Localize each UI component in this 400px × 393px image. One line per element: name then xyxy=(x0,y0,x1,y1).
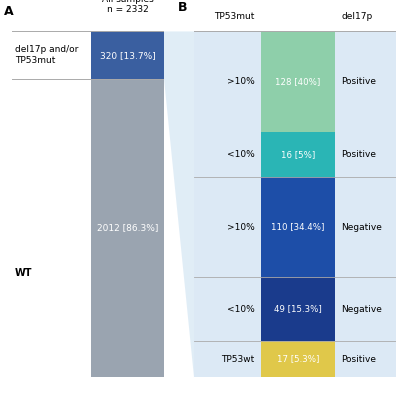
Bar xyxy=(261,341,335,377)
Bar xyxy=(261,132,335,177)
Text: >10%: >10% xyxy=(227,77,255,86)
Text: >10%: >10% xyxy=(227,222,255,231)
Bar xyxy=(261,277,335,341)
Text: <10%: <10% xyxy=(227,305,255,314)
Bar xyxy=(91,79,164,377)
Text: 110 [34.4%]: 110 [34.4%] xyxy=(271,222,325,231)
Text: Positive: Positive xyxy=(342,150,376,159)
Bar xyxy=(261,177,335,277)
Text: A: A xyxy=(4,5,14,18)
Text: All samples
n = 2332: All samples n = 2332 xyxy=(102,0,153,14)
Text: Positive: Positive xyxy=(342,77,376,86)
Text: 16 [5%]: 16 [5%] xyxy=(281,150,315,159)
Text: Negative: Negative xyxy=(342,222,382,231)
Text: 128 [40%]: 128 [40%] xyxy=(276,77,321,86)
Text: del17p: del17p xyxy=(342,12,373,21)
Text: <10%: <10% xyxy=(227,150,255,159)
Text: Positive: Positive xyxy=(342,354,376,364)
Text: TP53wt: TP53wt xyxy=(221,354,255,364)
Text: B: B xyxy=(178,1,187,14)
Text: 49 [15.3%]: 49 [15.3%] xyxy=(274,305,322,314)
Text: 320 [13.7%]: 320 [13.7%] xyxy=(100,51,155,60)
Bar xyxy=(91,31,164,79)
Text: WT: WT xyxy=(15,268,32,278)
Bar xyxy=(261,31,335,132)
Text: TP53mut: TP53mut xyxy=(214,12,255,21)
Text: 2012 [86.3%]: 2012 [86.3%] xyxy=(97,224,158,233)
Text: 17 [5.3%]: 17 [5.3%] xyxy=(277,354,319,364)
Polygon shape xyxy=(164,31,194,377)
Text: Negative: Negative xyxy=(342,305,382,314)
Text: del17p and/or
TP53mut: del17p and/or TP53mut xyxy=(15,45,78,65)
